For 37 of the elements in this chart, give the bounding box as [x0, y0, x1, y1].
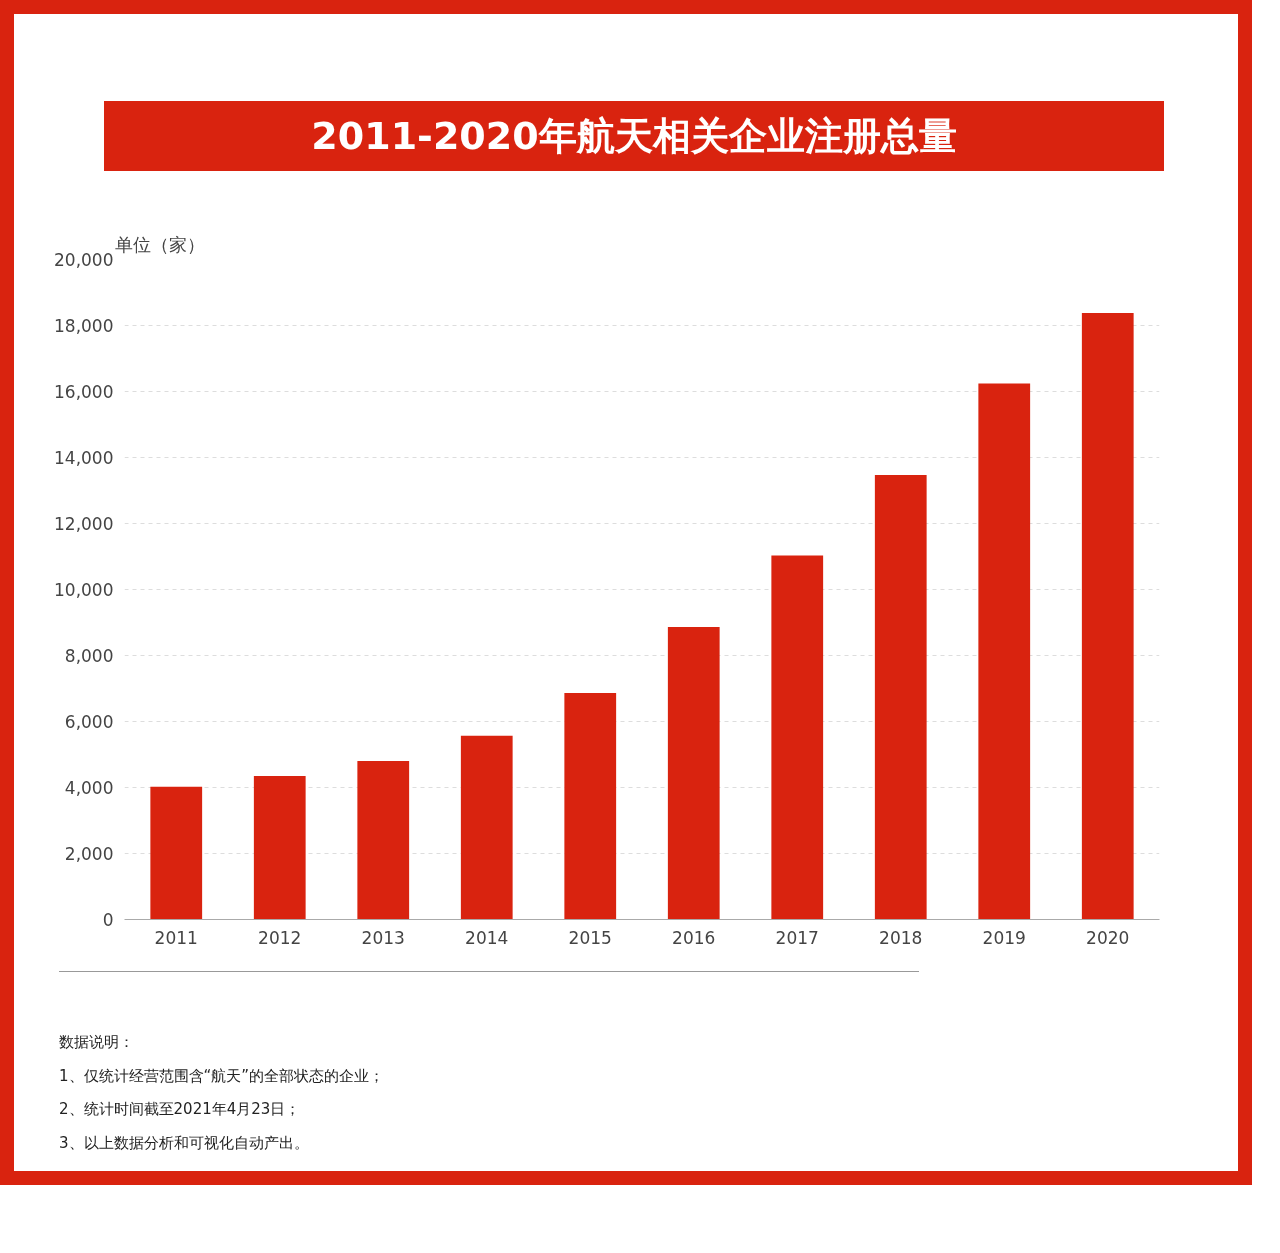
- text: 2、统计时间截至2021年4月23日；: [59, 1099, 302, 1121]
- bar: [978, 383, 1031, 920]
- y-tick-label: 2,000: [64, 844, 114, 865]
- y-tick-label: 12,000: [54, 514, 114, 535]
- bar: [460, 735, 513, 920]
- bar: [1081, 313, 1134, 920]
- x-tick-label: 2020: [1086, 927, 1130, 948]
- x-tick-label: 2019: [982, 927, 1026, 948]
- x-tick-label: 2012: [258, 927, 302, 948]
- bar: [357, 761, 410, 920]
- y-tick-label: 4,000: [64, 778, 114, 799]
- x-tick-label: 2017: [775, 927, 819, 948]
- bar: [253, 776, 306, 920]
- bar: [150, 787, 203, 920]
- x-tick-label: 2015: [568, 927, 612, 948]
- chart-title: 2011-2020年航天相关企业注册总量: [104, 101, 1164, 172]
- y-tick-label: 8,000: [64, 646, 114, 667]
- x-tick-label: 2016: [672, 927, 716, 948]
- bar: [874, 475, 927, 920]
- y-tick-label: 0: [102, 910, 114, 931]
- x-tick-label: 2013: [361, 927, 405, 948]
- x-tick-label: 2011: [154, 927, 198, 948]
- text: 3、以上数据分析和可视化自动产出。: [59, 1132, 310, 1154]
- bar: [564, 693, 617, 920]
- y-tick-label: 10,000: [54, 580, 114, 601]
- bar: [667, 627, 720, 920]
- y-tick-label: 20,000: [54, 250, 114, 271]
- y-axis-title: 单位（家）: [114, 233, 205, 255]
- bar: [771, 555, 824, 920]
- text: 数据说明：: [59, 1032, 135, 1054]
- y-tick-label: 14,000: [54, 448, 114, 469]
- x-tick-label: 2014: [465, 927, 509, 948]
- x-tick-label: 2018: [879, 927, 923, 948]
- y-tick-label: 18,000: [54, 316, 114, 337]
- y-tick-label: 16,000: [54, 382, 114, 403]
- text: 1、仅统计经营范围含“航天”的全部状态的企业；: [59, 1065, 386, 1087]
- y-tick-label: 6,000: [64, 712, 114, 733]
